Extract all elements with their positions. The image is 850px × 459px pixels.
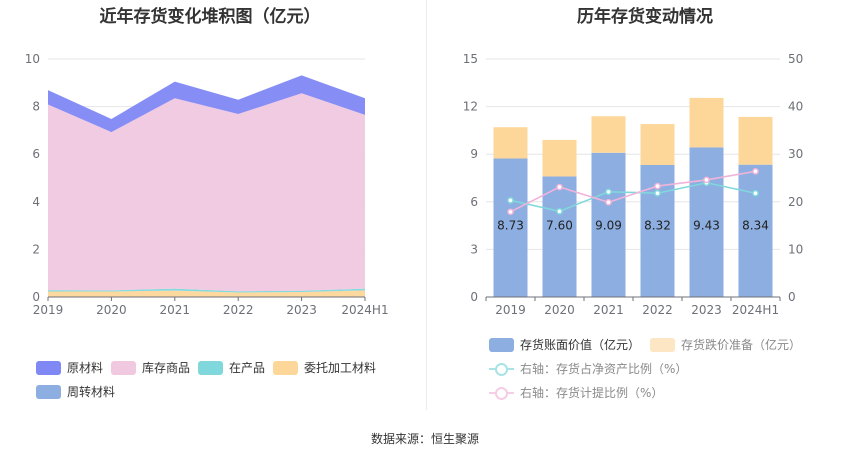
bar-book-value xyxy=(493,158,528,297)
left-x-tick-label: 2021 xyxy=(160,303,191,317)
left-y-tick-label: 8 xyxy=(32,100,40,114)
legend-label-work-in-progress: 在产品 xyxy=(229,361,266,375)
data-source: 数据来源：恒生聚源 xyxy=(370,432,479,446)
bar-impairment xyxy=(591,116,626,153)
right-x-tick-label: 2019 xyxy=(495,303,526,317)
bar-value-label: 8.32 xyxy=(644,219,671,233)
line-net-asset-ratio xyxy=(510,181,756,213)
legend-swatch-raw-materials xyxy=(36,360,61,375)
bar-value-label: 8.34 xyxy=(742,219,769,233)
legend-swatch-work-in-progress xyxy=(198,360,223,375)
legend-book-value[interactable]: 存货账面价值（亿元） xyxy=(489,336,640,353)
bar-impairment xyxy=(493,127,528,159)
bar-impairment xyxy=(640,124,675,165)
legend-turnover-materials[interactable]: 周转材料 xyxy=(36,383,115,400)
left-x-tick-label: 2019 xyxy=(33,303,64,317)
right-secondary-y-tick-label: 50 xyxy=(788,52,803,66)
panel-divider xyxy=(426,0,427,410)
left-x-tick-label: 2020 xyxy=(96,303,127,317)
right-x-tick-label: 2020 xyxy=(544,303,575,317)
legend-raw-materials[interactable]: 原材料 xyxy=(36,359,103,376)
legend-label-book-value: 存货账面价值（亿元） xyxy=(520,338,641,352)
point-net-asset-ratio xyxy=(556,207,563,215)
legend-inventory-net-asset-ratio[interactable]: 右轴：存货占净资产比例（%） xyxy=(489,360,687,377)
point-net-asset-ratio xyxy=(752,189,759,197)
legend-swatch-impairment xyxy=(650,337,675,352)
bar-book-value xyxy=(689,147,724,297)
point-net-asset-ratio xyxy=(654,189,661,197)
right-secondary-y-tick-label: 30 xyxy=(788,147,803,161)
legend-consigned-materials[interactable]: 委托加工材料 xyxy=(273,359,376,376)
right-secondary-y-tick-label: 10 xyxy=(788,242,803,256)
bar-value-label: 9.43 xyxy=(693,219,720,233)
legend-swatch-book-value xyxy=(489,337,514,352)
bar-book-value xyxy=(591,152,626,297)
point-provision-ratio xyxy=(605,198,612,206)
legend-label-impairment: 存货跌价准备（亿元） xyxy=(681,338,802,352)
left-x-tick-label: 2024H1 xyxy=(341,303,388,317)
bar-impairment xyxy=(738,116,773,165)
right-x-tick-label: 2021 xyxy=(593,303,624,317)
legend-swatch-consigned-materials xyxy=(273,360,298,375)
stacked-area-chart-title: 近年存货变化堆积图（亿元） xyxy=(99,7,321,27)
legend-label-net-asset-ratio: 右轴：存货占净资产比例（%） xyxy=(520,362,688,376)
bar-book-value xyxy=(542,176,577,297)
left-y-tick-label: 10 xyxy=(25,52,40,66)
legend-marker-provision-ratio xyxy=(489,386,514,400)
right-left-y-tick-label: 3 xyxy=(470,242,478,256)
bar-impairment xyxy=(689,97,724,148)
right-left-y-tick-label: 0 xyxy=(470,290,478,304)
left-y-tick-label: 0 xyxy=(32,290,40,304)
legend-label-consigned-materials: 委托加工材料 xyxy=(304,361,377,375)
bar-impairment xyxy=(542,139,577,177)
right-left-y-tick-label: 12 xyxy=(463,100,478,114)
area-finished-goods xyxy=(48,93,365,292)
right-x-tick-label: 2024H1 xyxy=(732,303,779,317)
line-provision-ratio xyxy=(510,170,756,213)
legend-impairment[interactable]: 存货跌价准备（亿元） xyxy=(650,336,801,353)
left-y-tick-label: 6 xyxy=(32,147,40,161)
right-left-y-tick-label: 15 xyxy=(463,52,478,66)
area-consigned-materials xyxy=(48,290,365,297)
legend-label-turnover-materials: 周转材料 xyxy=(67,385,116,399)
area-work-in-progress xyxy=(48,288,365,293)
inventory-bar-chart-title: 历年存货变动情况 xyxy=(577,7,713,27)
legend-work-in-progress[interactable]: 在产品 xyxy=(198,359,265,376)
right-left-y-tick-label: 6 xyxy=(470,195,478,209)
left-y-tick-label: 4 xyxy=(32,195,40,209)
left-x-tick-label: 2023 xyxy=(286,303,317,317)
legend-swatch-turnover-materials xyxy=(36,384,61,399)
left-y-tick-label: 2 xyxy=(32,242,40,256)
point-provision-ratio xyxy=(556,183,563,191)
legend-provision-ratio[interactable]: 右轴：存货计提比例（%） xyxy=(489,384,663,401)
right-x-tick-label: 2023 xyxy=(691,303,722,317)
point-net-asset-ratio xyxy=(605,188,612,196)
bar-value-label: 7.60 xyxy=(546,219,573,233)
right-secondary-y-tick-label: 20 xyxy=(788,195,803,209)
bar-book-value xyxy=(738,164,773,297)
point-provision-ratio xyxy=(654,182,661,190)
area-raw-materials xyxy=(48,75,365,133)
right-left-y-tick-label: 9 xyxy=(470,147,478,161)
legend-marker-net-asset-ratio xyxy=(489,362,514,376)
legend-label-finished-goods: 库存商品 xyxy=(142,361,191,375)
point-provision-ratio xyxy=(752,167,759,175)
legend-label-provision-ratio: 右轴：存货计提比例（%） xyxy=(520,386,664,400)
bar-value-label: 8.73 xyxy=(497,219,524,233)
legend-label-raw-materials: 原材料 xyxy=(67,361,104,375)
point-net-asset-ratio xyxy=(507,197,514,204)
right-secondary-y-tick-label: 0 xyxy=(788,290,796,304)
right-secondary-y-tick-label: 40 xyxy=(788,100,803,114)
bar-value-label: 9.09 xyxy=(595,219,622,233)
left-x-tick-label: 2022 xyxy=(223,303,254,317)
legend-swatch-finished-goods xyxy=(111,360,136,375)
legend-finished-goods[interactable]: 库存商品 xyxy=(111,359,190,376)
point-provision-ratio xyxy=(507,208,514,216)
point-provision-ratio xyxy=(703,176,710,184)
right-x-tick-label: 2022 xyxy=(642,303,673,317)
